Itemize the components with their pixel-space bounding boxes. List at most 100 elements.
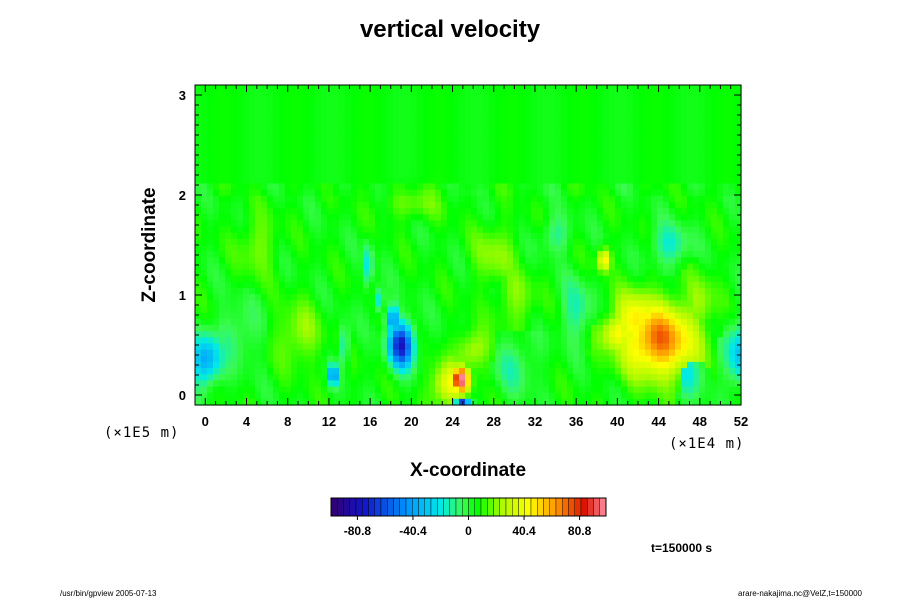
- heatmap-cell: [675, 294, 682, 301]
- heatmap-cell: [405, 208, 412, 215]
- heatmap-cell: [243, 158, 250, 166]
- heatmap-cell: [195, 128, 202, 135]
- heatmap-cell: [291, 380, 298, 388]
- heatmap-cell: [723, 245, 730, 252]
- colorbar-cell: [562, 497, 569, 517]
- heatmap-cell: [273, 300, 280, 308]
- heatmap-cell: [387, 386, 394, 394]
- heatmap-cell: [315, 392, 322, 400]
- heatmap-cell: [285, 91, 292, 98]
- heatmap-cell: [375, 238, 382, 246]
- heatmap-cell: [405, 183, 412, 191]
- heatmap-cell: [645, 331, 652, 338]
- heatmap-cell: [255, 195, 262, 203]
- heatmap-cell: [339, 177, 346, 185]
- heatmap-cell: [441, 281, 448, 289]
- heatmap-cell: [387, 251, 394, 258]
- heatmap-cell: [279, 208, 286, 215]
- heatmap-cell: [267, 109, 274, 117]
- heatmap-cell: [297, 337, 304, 345]
- heatmap-cell: [261, 238, 268, 246]
- heatmap-cell: [285, 263, 292, 271]
- heatmap-cell: [435, 288, 442, 295]
- heatmap-cell: [219, 115, 226, 123]
- heatmap-cell: [423, 318, 430, 326]
- heatmap-cell: [705, 275, 712, 283]
- heatmap-cell: [609, 238, 616, 246]
- heatmap-cell: [321, 245, 328, 252]
- heatmap-cell: [393, 134, 400, 141]
- heatmap-cell: [459, 312, 466, 320]
- heatmap-cell: [351, 380, 358, 388]
- heatmap-cell: [435, 232, 442, 240]
- heatmap-cell: [459, 398, 466, 406]
- heatmap-cell: [675, 115, 682, 123]
- heatmap-cell: [375, 152, 382, 160]
- heatmap-cell: [621, 355, 628, 363]
- heatmap-cell: [537, 392, 544, 400]
- heatmap-cell: [237, 220, 244, 228]
- heatmap-cell: [711, 183, 718, 191]
- heatmap-cell: [633, 318, 640, 326]
- heatmap-cell: [303, 140, 310, 148]
- heatmap-cell: [357, 177, 364, 185]
- heatmap-cell: [561, 343, 568, 351]
- heatmap-cell: [579, 103, 586, 111]
- heatmap-cell: [669, 312, 676, 320]
- heatmap-cell: [369, 392, 376, 400]
- heatmap-cell: [681, 251, 688, 258]
- heatmap-cell: [345, 368, 352, 375]
- heatmap-cell: [597, 208, 604, 215]
- heatmap-cell: [261, 288, 268, 295]
- heatmap-cell: [297, 85, 304, 92]
- heatmap-cell: [573, 275, 580, 283]
- heatmap-cell: [363, 269, 370, 277]
- heatmap-cell: [639, 312, 646, 320]
- heatmap-cell: [507, 245, 514, 252]
- heatmap-cell: [423, 152, 430, 160]
- heatmap-cell: [249, 165, 256, 172]
- heatmap-cell: [309, 165, 316, 172]
- heatmap-cell: [495, 386, 502, 394]
- heatmap-cell: [729, 386, 736, 394]
- heatmap-cell: [687, 214, 694, 221]
- heatmap-cell: [195, 294, 202, 301]
- heatmap-cell: [267, 281, 274, 289]
- heatmap-cell: [219, 275, 226, 283]
- heatmap-cell: [519, 140, 526, 148]
- heatmap-cell: [243, 146, 250, 154]
- heatmap-cell: [303, 121, 310, 129]
- heatmap-cell: [729, 189, 736, 197]
- heatmap-cell: [627, 152, 634, 160]
- heatmap-cell: [405, 355, 412, 363]
- heatmap-cell: [483, 300, 490, 308]
- heatmap-cell: [609, 165, 616, 172]
- heatmap-cell: [495, 281, 502, 289]
- heatmap-cell: [507, 134, 514, 141]
- heatmap-cell: [729, 97, 736, 105]
- heatmap-cell: [501, 343, 508, 351]
- heatmap-cell: [435, 109, 442, 117]
- heatmap-cell: [201, 146, 208, 154]
- heatmap-cell: [723, 121, 730, 129]
- heatmap-cell: [711, 294, 718, 301]
- heatmap-cell: [579, 97, 586, 105]
- heatmap-cell: [543, 183, 550, 191]
- heatmap-cell: [315, 208, 322, 215]
- heatmap-cell: [351, 165, 358, 172]
- heatmap-cell: [537, 97, 544, 105]
- heatmap-cell: [201, 91, 208, 98]
- heatmap-cell: [357, 214, 364, 221]
- heatmap-cell: [711, 355, 718, 363]
- heatmap-cell: [597, 171, 604, 178]
- heatmap-cell: [243, 331, 250, 338]
- heatmap-cell: [447, 355, 454, 363]
- heatmap-cell: [327, 134, 334, 141]
- heatmap-cell: [537, 183, 544, 191]
- heatmap-cell: [333, 281, 340, 289]
- heatmap-cell: [327, 201, 334, 209]
- heatmap-cell: [513, 245, 520, 252]
- heatmap-cell: [477, 85, 484, 92]
- heatmap-cell: [471, 300, 478, 308]
- heatmap-cell: [309, 140, 316, 148]
